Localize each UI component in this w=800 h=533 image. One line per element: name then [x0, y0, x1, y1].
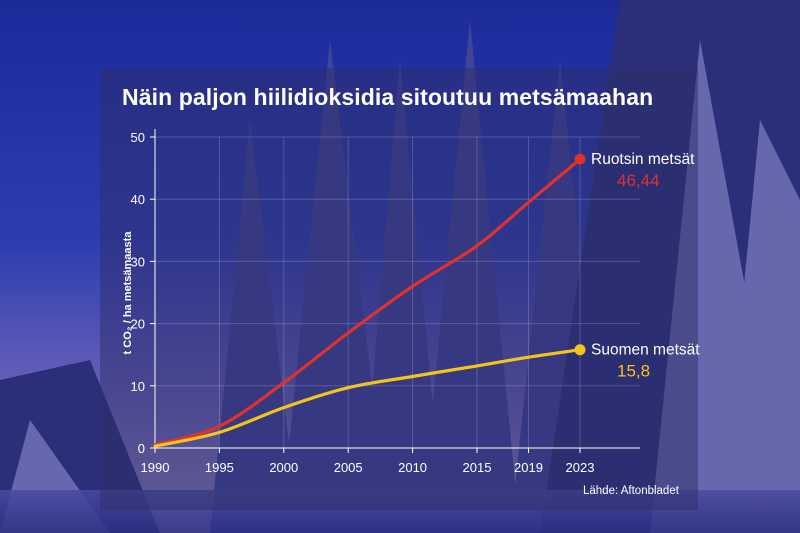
series-name-label-suomi: Suomen metsät: [591, 342, 700, 359]
series-line-ruotsi: [153, 157, 582, 447]
series-value-label-ruotsi: 46,44: [617, 171, 660, 190]
x-tick-label: 2010: [398, 460, 427, 475]
x-tick-label: 1990: [141, 460, 170, 475]
y-tick-label: 0: [138, 441, 145, 456]
x-tick-label: 2019: [514, 460, 543, 475]
x-tick-label: 2000: [269, 460, 298, 475]
y-tick-label: 20: [131, 317, 145, 332]
x-tick-label: 1995: [205, 460, 234, 475]
y-tick-label: 40: [131, 192, 145, 207]
source-note: Lähde: Aftonbladet: [583, 485, 679, 497]
chart-axes: [154, 129, 640, 449]
series-line-suomi: [153, 348, 582, 448]
series-layer: Ruotsin metsät 46,44 Suomen metsät 15,8: [153, 151, 700, 448]
x-tick-label: 2005: [334, 460, 363, 475]
y-tick-label: 30: [131, 254, 145, 269]
x-tick-label: 2023: [566, 460, 595, 475]
y-tick-label: 50: [131, 130, 145, 145]
series-end-marker-ruotsi: [574, 153, 586, 165]
y-tick-label: 10: [131, 379, 145, 394]
series-name-label-ruotsi: Ruotsin metsät: [591, 151, 695, 168]
series-value-label-suomi: 15,8: [617, 362, 650, 381]
x-tick-label: 2015: [463, 460, 492, 475]
grid-lines: [155, 136, 640, 448]
y-axis-label: t CO₂ / ha metsämaasta: [122, 231, 134, 355]
x-axis-ticks: 1990 1995 2000 2005 2010 2015 2019 2023: [141, 448, 595, 475]
series-end-marker-suomi: [574, 344, 586, 356]
chart-title: Näin paljon hiilidioksidia sitoutuu mets…: [122, 84, 654, 110]
y-axis-ticks: 0 10 20 30 40 50: [131, 130, 155, 456]
